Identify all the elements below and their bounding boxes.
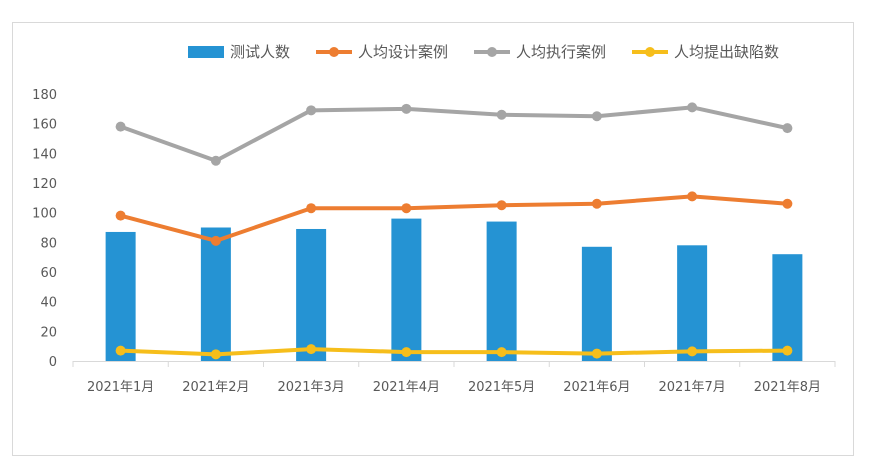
y-tick-label: 120 — [32, 177, 57, 192]
legend-label: 人均执行案例 — [516, 43, 606, 61]
x-axis-ticks: 2021年1月 2021年2月 2021年3月 2021年4月 2021年5月 2021年… — [72, 361, 836, 395]
bar — [105, 231, 136, 361]
data-point — [687, 102, 698, 113]
bar — [391, 218, 422, 361]
legend-marker — [329, 47, 339, 57]
y-tick-label: 100 — [32, 207, 57, 222]
data-point — [782, 345, 793, 356]
bar — [200, 227, 231, 361]
legend-label: 测试人数 — [230, 43, 290, 61]
x-tick-label: 2021年7月 — [658, 380, 725, 395]
data-point — [591, 348, 602, 359]
y-tick-label: 140 — [32, 147, 57, 162]
line-series — [115, 102, 793, 360]
bar — [486, 221, 517, 361]
legend-marker — [487, 47, 497, 57]
data-point — [687, 191, 698, 202]
data-point — [210, 235, 221, 246]
data-point — [210, 349, 221, 360]
legend-label: 人均设计案例 — [358, 43, 448, 61]
x-tick-label: 2021年1月 — [87, 380, 154, 395]
x-tick-label: 2021年8月 — [754, 380, 821, 395]
x-tick-label: 2021年4月 — [373, 380, 440, 395]
y-tick-label: 20 — [40, 325, 57, 340]
data-point — [496, 200, 507, 211]
bar — [772, 254, 803, 361]
data-point — [306, 344, 317, 355]
data-point — [306, 105, 317, 116]
data-point — [782, 198, 793, 209]
data-point — [401, 347, 412, 358]
x-tick-label: 2021年3月 — [277, 380, 344, 395]
bar — [581, 246, 612, 361]
chart-frame: 测试人数 人均设计案例 人均执行案例 人均提出缺陷数 0 20 40 60 80 100 120 1… — [12, 22, 854, 456]
legend: 测试人数 人均设计案例 人均执行案例 人均提出缺陷数 — [188, 43, 779, 61]
legend-marker — [645, 47, 655, 57]
y-tick-label: 0 — [49, 355, 57, 370]
series-line — [120, 347, 788, 357]
y-axis-ticks: 0 20 40 60 80 100 120 140 160 180 — [32, 88, 57, 370]
y-tick-label: 80 — [40, 236, 57, 251]
y-tick-label: 40 — [40, 296, 57, 311]
y-tick-label: 160 — [32, 118, 57, 133]
data-point — [210, 155, 221, 166]
bar — [296, 228, 327, 361]
series-line — [119, 105, 788, 163]
data-point — [496, 347, 507, 358]
legend-swatch — [188, 46, 224, 58]
data-point — [401, 103, 412, 114]
x-tick-label: 2021年6月 — [563, 380, 630, 395]
y-tick-label: 60 — [40, 266, 57, 281]
data-point — [115, 121, 126, 132]
data-point — [401, 203, 412, 214]
x-tick-label: 2021年2月 — [182, 380, 249, 395]
legend-label: 人均提出缺陷数 — [674, 43, 779, 61]
series-line — [120, 194, 788, 243]
data-point — [115, 210, 126, 221]
data-point — [496, 109, 507, 120]
data-point — [782, 123, 793, 134]
data-point — [687, 346, 698, 357]
bar — [677, 245, 708, 361]
data-point — [591, 198, 602, 209]
data-point — [591, 111, 602, 122]
x-tick-label: 2021年5月 — [468, 380, 535, 395]
combo-chart: 测试人数 人均设计案例 人均执行案例 人均提出缺陷数 0 20 40 60 80 100 120 1… — [32, 43, 836, 395]
y-tick-label: 180 — [32, 88, 57, 103]
data-point — [115, 345, 126, 356]
bar-series — [105, 218, 803, 361]
data-point — [306, 203, 317, 214]
